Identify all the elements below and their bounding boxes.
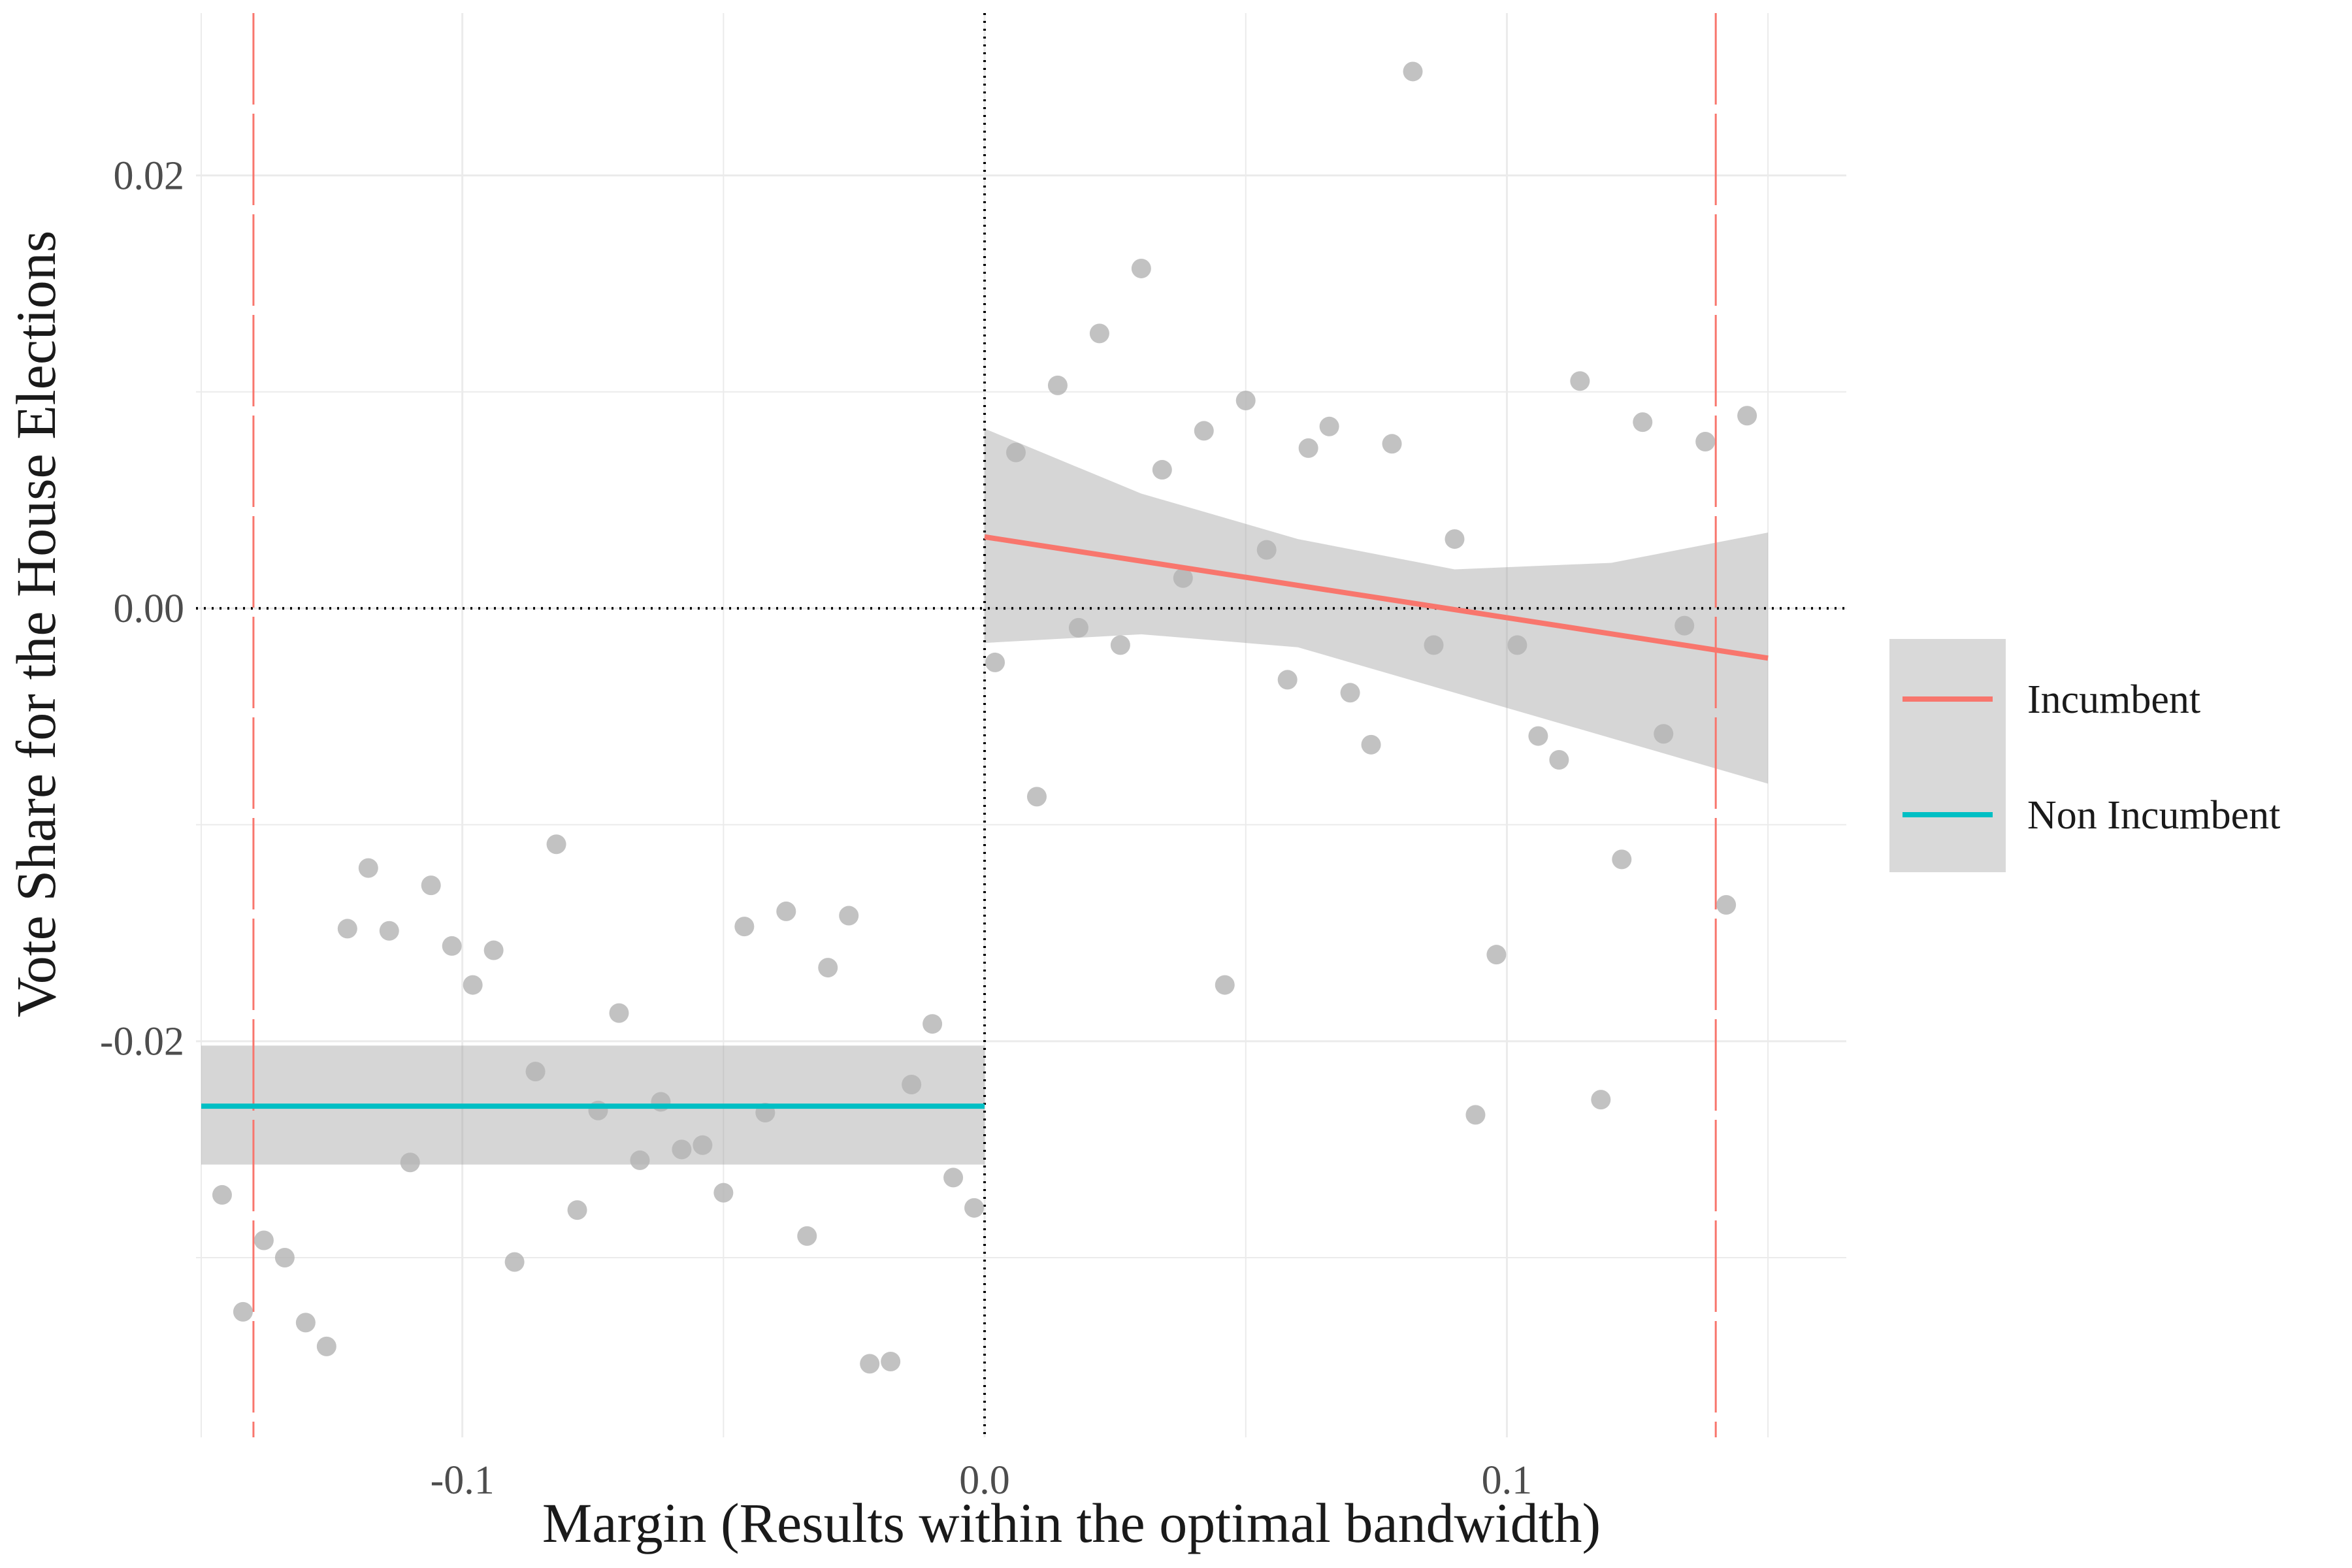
data-point (672, 1139, 692, 1160)
data-point (1277, 670, 1298, 690)
reference-lines (196, 13, 1846, 1437)
data-point (1152, 460, 1172, 480)
data-point (1403, 61, 1423, 82)
x-axis-tick-labels: -0.1 0.0 0.1 (431, 1458, 1533, 1503)
data-point (253, 1230, 274, 1250)
data-point (400, 1152, 420, 1173)
x-tick-label: 0.0 (959, 1458, 1010, 1503)
x-tick-label: -0.1 (431, 1458, 495, 1503)
data-point (316, 1336, 336, 1356)
data-point (1089, 323, 1109, 344)
data-point (1612, 849, 1632, 870)
data-point (1570, 371, 1590, 391)
data-point (546, 834, 566, 855)
legend-label-incumbent: Incumbent (2027, 678, 2200, 722)
data-point (839, 906, 859, 926)
data-point (881, 1352, 901, 1372)
data-point (1173, 568, 1193, 588)
data-point (1256, 540, 1277, 560)
data-point (1465, 1105, 1486, 1125)
data-point (337, 919, 357, 939)
data-point (233, 1301, 253, 1322)
y-axis-tick-labels: -0.02 0.00 0.02 (100, 154, 184, 1064)
data-point (923, 1014, 943, 1034)
data-point (504, 1252, 525, 1272)
data-point (1674, 615, 1695, 636)
data-point (609, 1003, 629, 1023)
data-point (1591, 1090, 1611, 1110)
fit-lines (201, 534, 1769, 1109)
legend-key-background (1889, 639, 2006, 872)
fit-line-incumbent (984, 534, 1769, 661)
data-point (1194, 421, 1214, 441)
data-point (1382, 434, 1402, 454)
data-point (1235, 391, 1256, 411)
data-point (943, 1168, 964, 1188)
x-tick-label: 0.1 (1482, 1458, 1533, 1503)
data-point (1215, 975, 1235, 995)
data-point (274, 1248, 295, 1268)
data-point (1549, 750, 1569, 770)
data-point (1047, 375, 1068, 395)
data-point (1507, 635, 1527, 655)
legend-label-non-incumbent: Non Incumbent (2027, 793, 2280, 838)
data-point (442, 936, 462, 956)
data-point (860, 1354, 880, 1374)
data-point (1131, 258, 1151, 278)
data-point (295, 1313, 316, 1333)
data-point (630, 1150, 650, 1170)
x-axis-title: Margin (Results within the optimal bandw… (542, 1492, 1601, 1554)
confidence-band-incumbent (985, 429, 1769, 784)
data-point (358, 858, 378, 878)
data-point (693, 1135, 713, 1155)
data-point (776, 901, 796, 921)
data-point (964, 1198, 985, 1218)
data-point (1695, 431, 1716, 451)
y-tick-label: 0.02 (114, 154, 185, 198)
data-point (1361, 734, 1381, 755)
y-tick-label: -0.02 (100, 1020, 184, 1064)
data-point (379, 921, 399, 941)
data-point (525, 1062, 546, 1082)
data-point (421, 875, 441, 896)
data-point (902, 1074, 922, 1094)
data-points (212, 61, 1757, 1374)
data-point (818, 958, 838, 978)
data-point (797, 1226, 817, 1246)
data-point (483, 940, 504, 960)
data-point (1716, 894, 1737, 915)
data-point (1298, 438, 1318, 458)
y-tick-label: 0.00 (114, 587, 185, 631)
data-point (1340, 683, 1360, 703)
y-axis-title: Vote Share for the House Elections (5, 231, 67, 1018)
data-point (1026, 787, 1047, 807)
data-point (212, 1184, 232, 1205)
data-point (1445, 529, 1465, 549)
data-point (1424, 635, 1444, 655)
data-point (985, 652, 1005, 672)
data-point (1737, 406, 1757, 426)
data-point (734, 917, 755, 937)
legend: Incumbent Non Incumbent (1889, 639, 2280, 872)
data-point (713, 1183, 734, 1203)
data-point (1006, 442, 1026, 463)
data-point (1068, 617, 1088, 638)
data-point (1633, 412, 1653, 433)
data-point (1110, 635, 1130, 655)
data-point (1486, 945, 1507, 965)
data-point (1528, 726, 1548, 746)
data-point (1319, 416, 1339, 436)
data-point (463, 975, 483, 995)
data-point (1654, 724, 1674, 744)
data-point (567, 1200, 587, 1220)
